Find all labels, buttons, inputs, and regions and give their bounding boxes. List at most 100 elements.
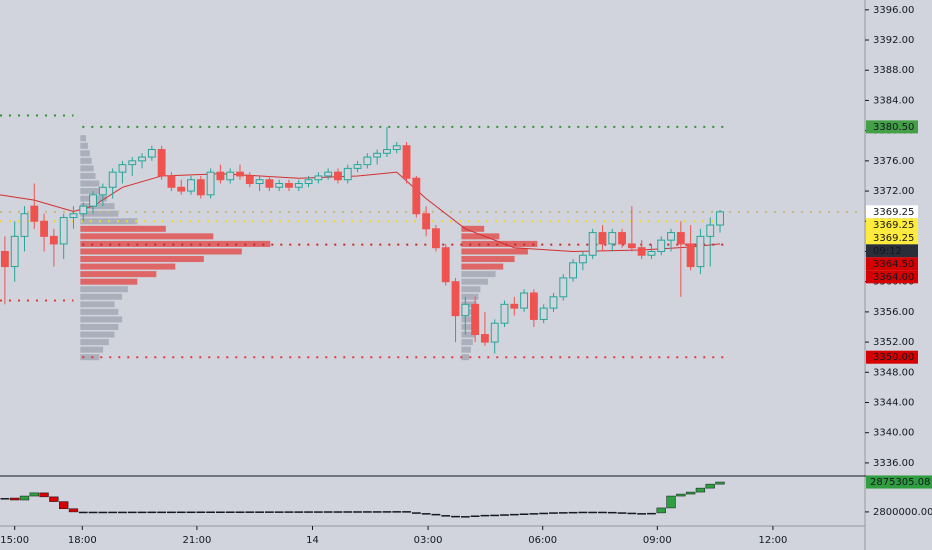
candle-body <box>157 149 166 177</box>
indicator-box <box>656 507 666 514</box>
profile-row <box>80 323 119 330</box>
candle-body <box>40 220 49 237</box>
profile-row <box>461 278 488 285</box>
indicator-box <box>460 516 470 518</box>
candle-body <box>412 177 421 215</box>
candle-body <box>216 171 225 181</box>
indicator-box <box>715 481 725 485</box>
candle-body <box>432 228 440 249</box>
indicator-box <box>598 511 607 514</box>
price-tag-label: 3364.50 <box>873 259 914 270</box>
profile-row <box>80 172 96 179</box>
candle-body <box>314 175 323 181</box>
candle-body <box>480 334 489 343</box>
candle-body <box>500 303 509 324</box>
price-tag-label: 3350.00 <box>873 352 914 363</box>
y-tick-label: 3388.00 <box>873 65 914 76</box>
candle-body <box>686 243 695 268</box>
indicator-tag-label: 2875305.08 <box>870 477 930 488</box>
indicator-box <box>137 511 147 514</box>
candle-body <box>334 171 342 181</box>
profile-row <box>461 346 471 353</box>
candle-body <box>363 156 372 166</box>
candle-body <box>578 254 587 264</box>
indicator-box <box>19 495 30 501</box>
profile-row <box>80 225 166 232</box>
indicator-box <box>274 511 284 513</box>
candle-body <box>549 296 558 309</box>
candle-body <box>147 149 156 158</box>
candle-body <box>667 232 675 241</box>
candle-body <box>304 179 313 185</box>
indicator-box <box>362 511 372 513</box>
profile-row <box>80 188 104 195</box>
indicator-box <box>519 513 529 515</box>
price-tag-label: 3380.50 <box>873 122 914 133</box>
profile-row <box>461 286 481 293</box>
candle-body <box>226 171 235 181</box>
indicator-box <box>49 496 59 502</box>
y-tick-label: 3384.00 <box>873 95 914 106</box>
indicator-box <box>225 511 235 513</box>
indicator-box <box>10 497 20 501</box>
indicator-box <box>568 511 578 514</box>
profile-row <box>461 271 496 278</box>
x-tick-label: 12:00 <box>759 535 788 546</box>
indicator-box <box>685 491 696 495</box>
profile-row <box>80 263 176 270</box>
candle-body <box>706 224 715 237</box>
candle-body <box>294 183 303 188</box>
indicator-box <box>118 511 127 514</box>
price-tag <box>866 270 918 284</box>
profile-row <box>80 142 88 149</box>
candle-body <box>236 171 244 177</box>
profile-row <box>80 286 128 293</box>
y-tick-label: 3336.00 <box>873 458 914 469</box>
indicator-box <box>549 512 558 514</box>
candle-body <box>441 247 450 283</box>
candle-body <box>255 179 264 185</box>
candle-body <box>461 303 470 317</box>
candle-body <box>618 232 626 245</box>
indicator-box <box>78 511 88 514</box>
profile-row <box>80 210 119 217</box>
price-tag-label: 09:12 <box>873 246 902 257</box>
candle-body <box>118 164 127 173</box>
candle-body <box>490 322 499 343</box>
profile-row <box>80 331 115 338</box>
indicator-box <box>402 511 411 513</box>
price-tag-label: 3364.00 <box>873 272 914 283</box>
y-tick-label: 3372.00 <box>873 186 914 197</box>
candle-body <box>383 149 391 154</box>
candle-body <box>10 235 19 268</box>
profile-row <box>80 157 92 164</box>
candle-body <box>696 235 705 268</box>
y-tick-label: 3348.00 <box>873 367 914 378</box>
profile-row <box>80 301 115 308</box>
price-tag <box>866 205 918 219</box>
indicator-box <box>304 511 313 513</box>
indicator-box <box>98 511 108 514</box>
profile-row <box>80 316 123 323</box>
profile-row <box>80 339 109 346</box>
y-tick-label: 3340.00 <box>873 428 914 439</box>
candle-body <box>627 243 636 249</box>
profile-row <box>80 271 157 278</box>
profile-row <box>80 150 90 157</box>
candle-body <box>471 303 480 336</box>
candle-body <box>520 292 529 309</box>
candle-body <box>59 216 68 245</box>
y-tick-label: 3392.00 <box>873 35 914 46</box>
indicator-box <box>441 515 451 517</box>
x-tick-label: 06:00 <box>528 535 557 546</box>
candle-body <box>510 303 519 309</box>
indicator-box <box>647 512 656 515</box>
indicator-box <box>411 512 421 514</box>
indicator-box <box>343 511 353 513</box>
candle-body <box>422 213 431 230</box>
candle-body <box>108 171 117 188</box>
candle-body <box>676 232 685 245</box>
indicator-box <box>108 511 118 514</box>
profile-row <box>80 293 123 300</box>
